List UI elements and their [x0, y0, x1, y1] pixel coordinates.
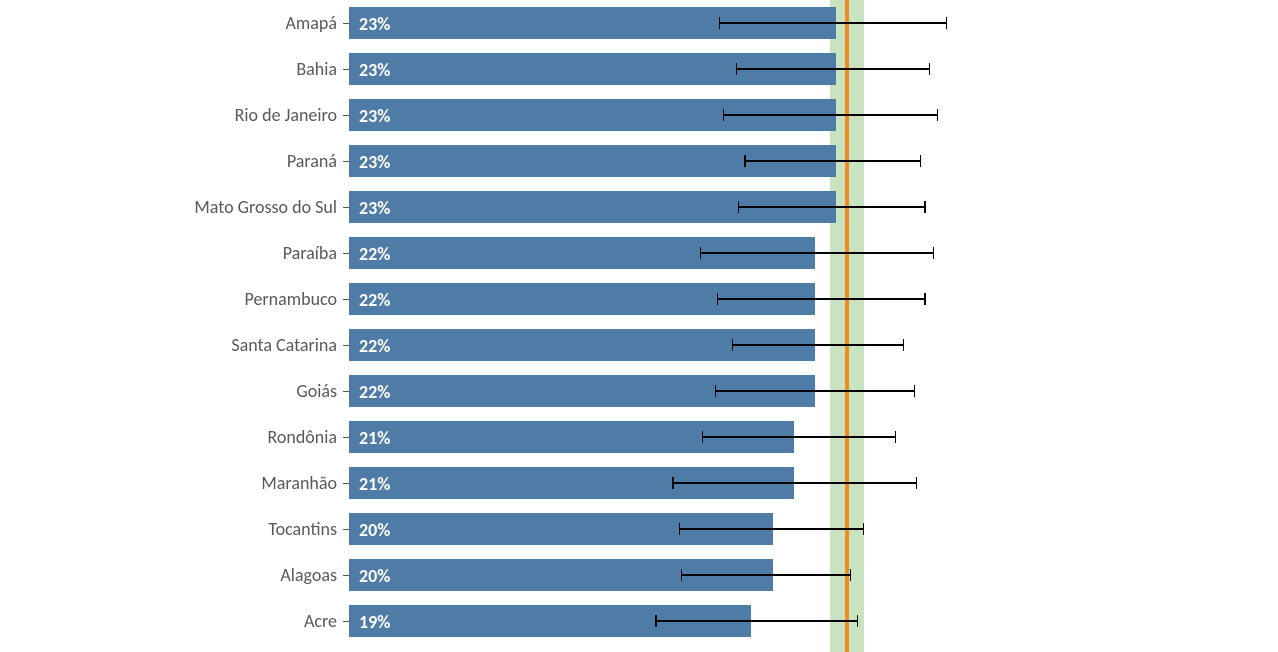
error-bar-cap-low [681, 569, 682, 581]
axis-tick [343, 115, 349, 116]
error-bar-cap-low [719, 17, 720, 29]
axis-tick [343, 253, 349, 254]
error-bar-cap-high [903, 339, 904, 351]
bar-value-label: 23% [359, 105, 390, 127]
error-bar-cap-low [736, 63, 737, 75]
axis-tick [343, 529, 349, 530]
error-bar-cap-low [723, 109, 724, 121]
error-bar-cap-high [933, 247, 934, 259]
error-bar-line [745, 160, 921, 161]
error-bar-cap-high [857, 615, 858, 627]
error-bar-cap-low [744, 155, 745, 167]
bar-value-label: 19% [359, 611, 390, 633]
bar-value-label: 23% [359, 151, 390, 173]
category-label: Amapá [17, 12, 337, 34]
error-bar-line [737, 68, 930, 69]
bar-value-label: 23% [359, 59, 390, 81]
axis-tick [343, 207, 349, 208]
category-label: Alagoas [17, 564, 337, 586]
category-label: Maranhão [17, 472, 337, 494]
error-bar-line [724, 114, 938, 115]
error-bar-cap-high [929, 63, 930, 75]
bar-value-label: 23% [359, 13, 390, 35]
axis-tick [343, 299, 349, 300]
error-bar-line [673, 482, 917, 483]
bar-value-label: 22% [359, 243, 390, 265]
bar-value-label: 22% [359, 289, 390, 311]
category-label: Bahia [17, 58, 337, 80]
axis-tick [343, 575, 349, 576]
error-bar-cap-low [717, 293, 718, 305]
category-label: Paraná [17, 150, 337, 172]
error-bar-line [720, 22, 947, 23]
error-bar-cap-high [895, 431, 896, 443]
error-bar-line [656, 620, 857, 621]
error-bar-line [701, 252, 934, 253]
error-bar-cap-high [916, 477, 917, 489]
axis-tick [343, 161, 349, 162]
category-label: Acre [17, 610, 337, 632]
error-bar-cap-high [924, 293, 925, 305]
bar-value-label: 21% [359, 473, 390, 495]
error-bar-cap-low [672, 477, 673, 489]
axis-tick [343, 391, 349, 392]
category-label: Paraíba [17, 242, 337, 264]
axis-tick [343, 69, 349, 70]
error-bar-cap-high [924, 201, 925, 213]
category-label: Pernambuco [17, 288, 337, 310]
error-bar-line [717, 298, 925, 299]
error-bar-line [679, 528, 863, 529]
bar-chart: 23% 23% 23% 23% 23% 22% 22% 22% 22% 21% 21% 20% 20% 1… [0, 0, 1278, 652]
bar-value-label: 20% [359, 519, 390, 541]
bar-value-label: 22% [359, 381, 390, 403]
axis-tick [343, 621, 349, 622]
error-bar-cap-low [732, 339, 733, 351]
error-bar-cap-high [937, 109, 938, 121]
error-bar-cap-high [850, 569, 851, 581]
error-bar-line [732, 344, 904, 345]
axis-tick [343, 437, 349, 438]
plot-area: 23% 23% 23% 23% 23% 22% 22% 22% 22% 21% 21% 20% 20% 1… [349, 0, 1069, 652]
error-bar-line [703, 436, 896, 437]
error-bar-line [715, 390, 914, 391]
error-bar-cap-high [863, 523, 864, 535]
category-label: Goiás [17, 380, 337, 402]
error-bar-cap-low [655, 615, 656, 627]
error-bar-cap-low [738, 201, 739, 213]
error-bar-cap-high [914, 385, 915, 397]
error-bar-cap-high [920, 155, 921, 167]
category-label: Rondônia [17, 426, 337, 448]
axis-tick [343, 483, 349, 484]
axis-tick [343, 23, 349, 24]
bar-value-label: 22% [359, 335, 390, 357]
category-label: Santa Catarina [17, 334, 337, 356]
bar-value-label: 20% [359, 565, 390, 587]
error-bar-cap-high [946, 17, 947, 29]
bar-value-label: 23% [359, 197, 390, 219]
category-label: Tocantins [17, 518, 337, 540]
error-bar-cap-low [679, 523, 680, 535]
error-bar-cap-low [715, 385, 716, 397]
error-bar-line [681, 574, 850, 575]
error-bar-line [739, 206, 925, 207]
reference-line [845, 0, 849, 652]
category-label: Mato Grosso do Sul [17, 196, 337, 218]
bar-value-label: 21% [359, 427, 390, 449]
error-bar-cap-low [700, 247, 701, 259]
category-label: Rio de Janeiro [17, 104, 337, 126]
error-bar-cap-low [702, 431, 703, 443]
axis-tick [343, 345, 349, 346]
